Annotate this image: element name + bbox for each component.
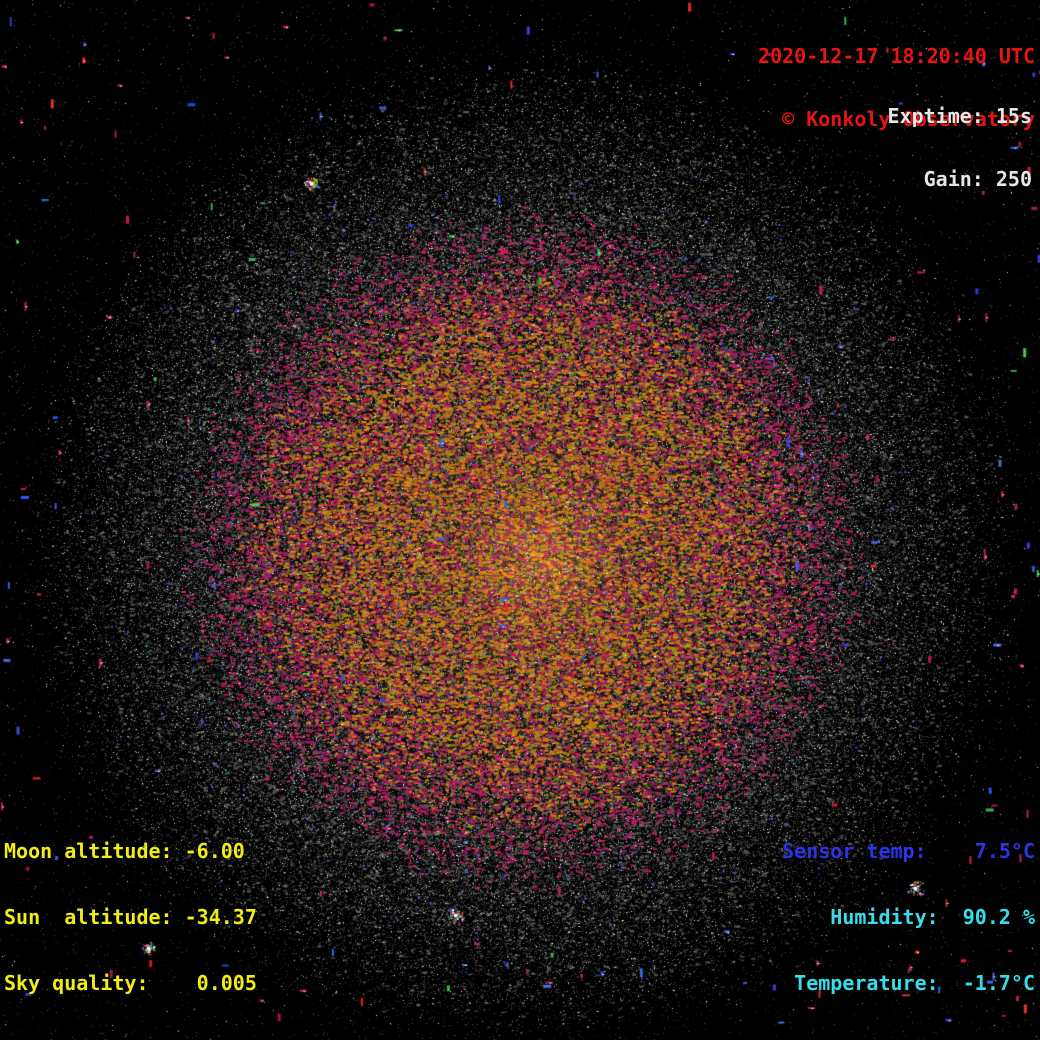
sensor-temp-text: Sensor temp: 7.5°C [782, 839, 1035, 863]
observatory-credit: © Konkoly Observatory [782, 107, 1035, 131]
astro-status-block: Moon altitude: -6.00 Sun altitude: -34.3… [4, 796, 257, 1038]
timestamp-block: 2020-12-17 18:20:40 UTC © Konkoly Observ… [758, 4, 1035, 172]
exptime-text: Exptime: 15s [887, 104, 1033, 128]
sky-quality-text: Sky quality: 0.005 [4, 971, 257, 995]
sun-altitude-text: Sun altitude: -34.37 [4, 905, 257, 929]
timestamp-text: 2020-12-17 18:20:40 UTC [758, 44, 1035, 68]
camera-settings-block: Exptime: 15s Gain: 250 [888, 64, 1033, 232]
moon-altitude-text: Moon altitude: -6.00 [4, 839, 245, 863]
gain-text: Gain: 250 [923, 167, 1032, 191]
environment-block: Sensor temp: 7.5°C Humidity: 90.2 % Temp… [782, 796, 1035, 1038]
humidity-text: Humidity: 90.2 % [830, 905, 1035, 929]
temperature-text: Temperature: -1.7°C [794, 971, 1035, 995]
